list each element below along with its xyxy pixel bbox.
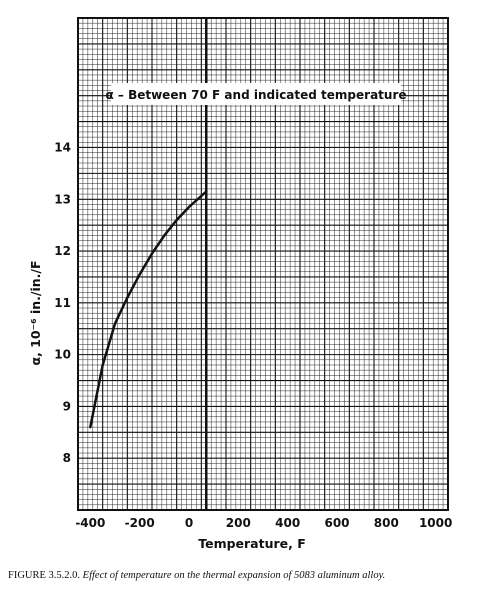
annotation: α – Between 70 F and indicated temperatu…	[105, 83, 407, 105]
plot-frame	[77, 17, 449, 511]
y-tick-label: 14	[54, 140, 71, 154]
annotation-text: α – Between 70 F and indicated temperatu…	[105, 88, 406, 102]
annotation-box	[111, 83, 401, 105]
y-tick-label: 12	[54, 244, 71, 258]
y-tick-label: 10	[54, 348, 71, 362]
series-line	[89, 190, 208, 429]
x-tick-label: 600	[324, 516, 349, 530]
y-axis-title: α, 10⁻⁶ in./in./F	[28, 260, 43, 365]
x-tick-label: 200	[226, 516, 251, 530]
y-tick-label: 11	[54, 296, 71, 310]
x-tick-label: 800	[374, 516, 399, 530]
y-tick-label: 9	[63, 399, 71, 413]
x-axis-title: Temperature, F	[198, 536, 306, 551]
y-tick-label: 8	[63, 451, 71, 465]
figure-caption: FIGURE 3.5.2.0. Effect of temperature on…	[8, 570, 470, 581]
y-tick-label: 13	[54, 192, 71, 206]
y-axis-tick-labels: 8 9 10 11 12 13 14	[54, 140, 71, 465]
x-tick-label: 400	[275, 516, 300, 530]
x-tick-label: -200	[125, 516, 155, 530]
x-tick-label: 0	[185, 516, 193, 530]
x-tick-label: 1000	[419, 516, 452, 530]
caption-text: Effect of temperature on the thermal exp…	[82, 570, 386, 581]
x-tick-label: -400	[75, 516, 105, 530]
x-axis-tick-labels: -400 -200 0 200 400 600 800 1000	[75, 516, 452, 530]
caption-label: FIGURE 3.5.2.0.	[8, 570, 81, 581]
